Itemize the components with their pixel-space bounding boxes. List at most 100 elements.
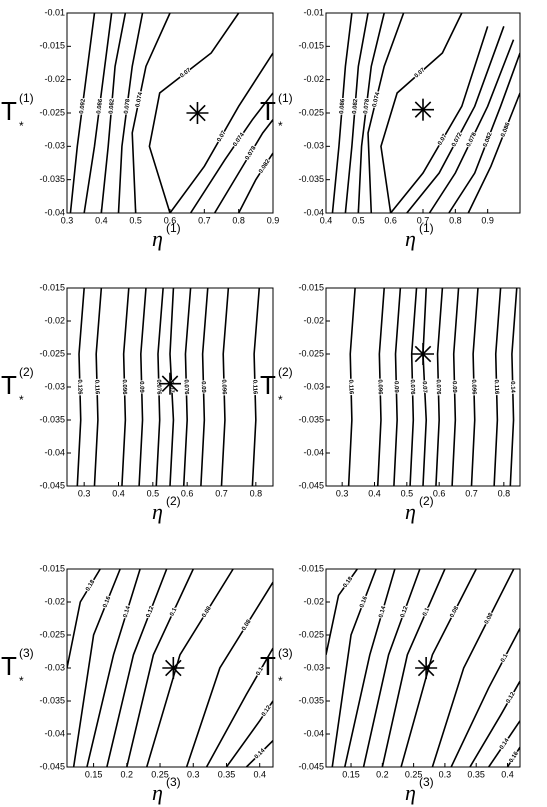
- contour-line: [344, 13, 369, 213]
- contour-line: [343, 569, 396, 767]
- contour-label: 0.18: [343, 576, 355, 590]
- contour-line: [245, 740, 273, 767]
- panel: 0.116 0.096 0.09 0.076 0.07 0.076 0.09 0.096 0.1…: [260, 282, 521, 524]
- x-tick-label: 0.8: [498, 488, 511, 498]
- y-tick-label: -0.04: [303, 447, 324, 457]
- contour-label: 0.16: [102, 595, 112, 609]
- contour-line: [126, 569, 194, 767]
- contour-line: [185, 581, 273, 767]
- x-label: η: [152, 499, 163, 524]
- contour-line: [169, 52, 273, 213]
- contour-line: [406, 26, 505, 213]
- y-tick-label: -0.035: [298, 414, 324, 424]
- contour-label: 0.074: [232, 132, 246, 148]
- contour-line: [331, 13, 353, 213]
- y-tick-label: -0.03: [44, 662, 65, 672]
- contour-line: [390, 26, 489, 213]
- contour-label: 0.1: [256, 666, 266, 677]
- contour-line: [347, 288, 356, 486]
- y-label: T: [260, 651, 276, 681]
- contour-label: 0.116: [251, 380, 257, 395]
- x-tick-label: 0.15: [342, 769, 360, 779]
- marker: [186, 102, 209, 124]
- contour-label: 0.09: [200, 381, 206, 393]
- y-tick-label: -0.03: [44, 381, 65, 391]
- x-label-sup: (2): [166, 494, 181, 508]
- contour-line: [400, 569, 477, 767]
- y-tick-label: -0.025: [39, 107, 65, 117]
- contour-line: [76, 288, 85, 486]
- contour-label: 0.078: [363, 98, 371, 114]
- contour-line: [148, 13, 240, 213]
- contour-line: [225, 700, 273, 767]
- contour-line: [509, 288, 518, 486]
- marker: [412, 98, 434, 121]
- contour-label: 0.08: [449, 605, 460, 619]
- contour-label: 0.076: [155, 379, 161, 395]
- contour-label: 0.14: [378, 605, 387, 619]
- contour-line: [189, 92, 273, 213]
- y-label-sub: *: [278, 393, 283, 407]
- y-tick-label: -0.045: [298, 480, 324, 490]
- y-tick-label: -0.04: [303, 207, 324, 217]
- y-tick-label: -0.02: [44, 315, 65, 325]
- y-tick-label: -0.035: [298, 174, 324, 184]
- contour-line: [138, 288, 147, 486]
- x-tick-label: 0.4: [95, 215, 108, 225]
- y-tick-label: -0.02: [44, 596, 65, 606]
- y-label-sup: (2): [19, 365, 34, 379]
- panel: 0.126 0.116 0.096 0.09 0.076 0.07 0.076 0.09 0.0…: [1, 282, 274, 524]
- contour-label: 0.076: [435, 379, 441, 395]
- contour-line: [145, 569, 234, 767]
- y-tick-label: -0.025: [39, 629, 65, 639]
- y-label-sub: *: [19, 393, 24, 407]
- x-label-sup: (1): [419, 221, 434, 235]
- contour-label: 0.07: [421, 381, 428, 394]
- contour-label: 0.12: [146, 605, 156, 619]
- y-label-sub: *: [278, 119, 283, 133]
- y-tick-label: -0.035: [39, 174, 65, 184]
- contour-label: 0.08: [241, 618, 253, 632]
- contour-label: 0.07: [168, 381, 175, 394]
- y-tick-label: -0.045: [39, 761, 65, 771]
- contour-line: [155, 288, 164, 486]
- x-tick-label: 0.3: [78, 488, 91, 498]
- x-tick-label: 0.4: [368, 488, 381, 498]
- y-tick-label: -0.03: [44, 141, 65, 151]
- x-tick-label: 0.7: [215, 488, 228, 498]
- contour-label: 0.072: [451, 131, 464, 148]
- contour-line: [488, 720, 520, 767]
- y-label: T: [260, 370, 276, 400]
- y-tick-label: -0.03: [303, 141, 324, 151]
- x-label-sup: (1): [166, 221, 181, 235]
- contour-label: 0.126: [76, 379, 82, 395]
- contour-label: 0.1: [169, 606, 178, 617]
- contour-label: 0.116: [347, 380, 353, 395]
- contour-line: [200, 288, 209, 486]
- x-tick-label: 0.15: [85, 769, 103, 779]
- contour-label: 0.086: [96, 98, 104, 114]
- x-tick-label: 0.4: [253, 769, 266, 779]
- x-tick-label: 0.35: [467, 769, 485, 779]
- marker: [162, 657, 185, 679]
- contour-label: 0.116: [93, 380, 99, 395]
- x-tick-label: 0.8: [449, 215, 462, 225]
- contour-line: [431, 569, 515, 767]
- y-tick-label: -0.025: [298, 348, 324, 358]
- panel: 0.180.160.14 0.12 0.1 0.080.080.10.120.140.…: [260, 563, 521, 805]
- contour-label: 0.12: [261, 704, 273, 718]
- x-tick-label: 0.4: [320, 215, 333, 225]
- y-tick-label: -0.03: [303, 381, 324, 391]
- y-label: T: [1, 651, 17, 681]
- y-tick-label: -0.015: [298, 282, 324, 292]
- x-tick-label: 0.2: [376, 769, 389, 779]
- x-tick-label: 0.8: [232, 215, 245, 225]
- y-label-sup: (1): [19, 91, 34, 105]
- contour-label: 0.14: [499, 737, 511, 751]
- contour-label: 0.18: [85, 579, 97, 593]
- contour-label: 0.12: [506, 691, 517, 705]
- contour-label: 0.092: [79, 98, 87, 114]
- contour-label: 0.096: [220, 379, 226, 395]
- marker-stroke: [161, 375, 179, 392]
